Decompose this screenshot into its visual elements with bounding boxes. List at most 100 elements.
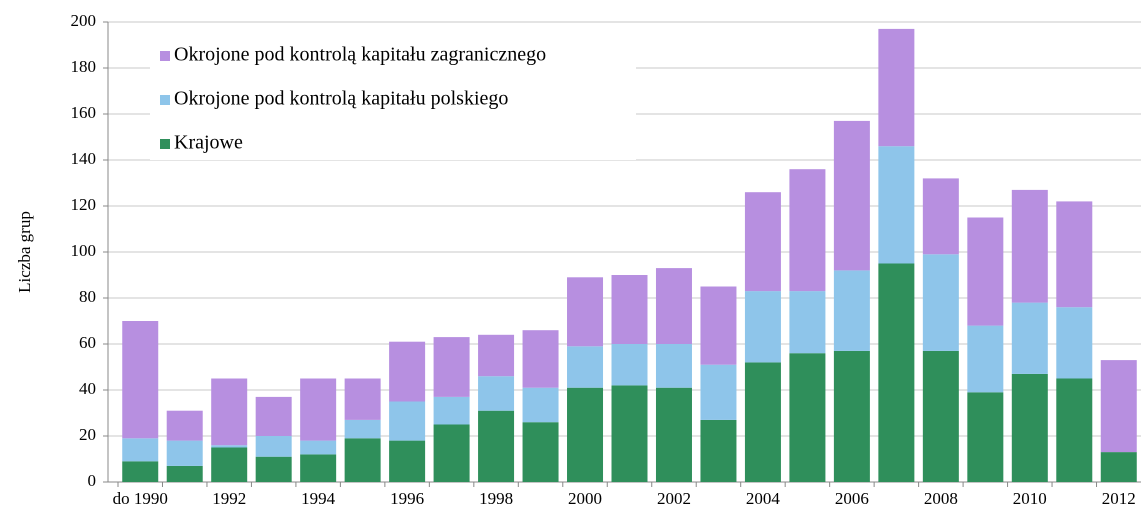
legend-label: Krajowe xyxy=(174,132,243,154)
y-tick-label: 200 xyxy=(71,11,97,30)
legend-box xyxy=(150,32,636,160)
x-tick-label: 2008 xyxy=(924,489,958,508)
bar-segment xyxy=(478,410,515,482)
bar-segment xyxy=(433,337,470,397)
x-tick-label: 1998 xyxy=(479,489,513,508)
bar-segment xyxy=(1011,373,1048,482)
bar-segment xyxy=(1056,307,1093,379)
x-tick-label: 2004 xyxy=(746,489,781,508)
bar-segment xyxy=(567,387,604,482)
x-tick-label: 1996 xyxy=(390,489,424,508)
y-tick-label: 180 xyxy=(71,57,97,76)
bar-segment xyxy=(789,169,826,292)
bar-segment xyxy=(389,440,426,482)
bar-segment xyxy=(567,346,604,388)
bar-segment xyxy=(1056,201,1093,308)
bar-segment xyxy=(122,438,159,462)
bar-segment xyxy=(211,445,248,448)
bar-segment xyxy=(878,146,915,264)
bar-segment xyxy=(922,254,959,351)
bar-segment xyxy=(478,334,515,377)
x-tick-label: 2000 xyxy=(568,489,602,508)
bar-segment xyxy=(744,192,781,292)
bar-segment xyxy=(700,286,737,365)
bar-segment xyxy=(166,410,203,441)
bar-segment xyxy=(1056,378,1093,482)
bar-segment xyxy=(522,387,559,423)
y-tick-label: 40 xyxy=(79,379,96,398)
bar-segment xyxy=(300,454,337,482)
bar-segment xyxy=(344,438,381,482)
bar-segment xyxy=(967,217,1004,326)
x-tick-label: 2002 xyxy=(657,489,691,508)
bar-segment xyxy=(967,392,1004,482)
y-tick-label: 120 xyxy=(71,195,97,214)
x-tick-label: do 1990 xyxy=(113,489,168,508)
bar-segment xyxy=(655,344,692,388)
x-tick-label: 2010 xyxy=(1013,489,1047,508)
bar-segment xyxy=(878,28,915,147)
bar-segment xyxy=(478,376,515,411)
bar-segment xyxy=(878,263,915,482)
y-tick-label: 100 xyxy=(71,241,97,260)
bar-segment xyxy=(922,178,959,255)
legend-swatch xyxy=(160,51,170,61)
bar-segment xyxy=(967,325,1004,393)
bar-segment xyxy=(700,364,737,420)
bar-segment xyxy=(166,440,203,466)
bar-segment xyxy=(122,321,159,439)
bar-segment xyxy=(1100,452,1137,482)
bar-segment xyxy=(611,275,648,344)
bar-segment xyxy=(611,385,648,482)
bar-segment xyxy=(744,291,781,363)
bar-segment xyxy=(122,461,159,482)
bar-segment xyxy=(1011,302,1048,374)
bar-segment xyxy=(744,362,781,482)
bar-segment xyxy=(655,387,692,482)
x-tick-label: 1994 xyxy=(301,489,336,508)
bar-segment xyxy=(1100,360,1137,453)
bar-segment xyxy=(833,350,870,482)
legend-swatch xyxy=(160,95,170,105)
bar-segment xyxy=(433,424,470,482)
bar-segment xyxy=(700,419,737,482)
y-tick-label: 0 xyxy=(88,471,97,490)
bar-segment xyxy=(922,350,959,482)
bar-segment xyxy=(655,268,692,344)
bar-segment xyxy=(833,120,870,271)
bar-segment xyxy=(389,341,426,402)
bar-segment xyxy=(567,277,604,347)
bar-segment xyxy=(211,378,248,446)
bar-segment xyxy=(789,353,826,482)
y-tick-label: 20 xyxy=(79,425,96,444)
bar-segment xyxy=(255,436,292,457)
y-axis-label: Liczba grup xyxy=(15,211,34,293)
legend-swatch xyxy=(160,139,170,149)
legend-label: Okrojone pod kontrolą kapitału zagranicz… xyxy=(174,44,546,66)
bar-segment xyxy=(789,291,826,354)
bar-segment xyxy=(522,330,559,388)
bar-segment xyxy=(255,396,292,436)
bar-segment xyxy=(344,378,381,420)
x-tick-label: 2012 xyxy=(1102,489,1136,508)
x-tick-label: 1992 xyxy=(212,489,246,508)
bar-segment xyxy=(300,440,337,455)
bar-segment xyxy=(211,447,248,482)
bar-segment xyxy=(833,270,870,351)
x-tick-label: 2006 xyxy=(835,489,869,508)
bar-segment xyxy=(389,401,426,441)
legend-label: Okrojone pod kontrolą kapitału polskiego xyxy=(174,88,508,110)
y-tick-label: 140 xyxy=(71,149,97,168)
bar-segment xyxy=(611,344,648,386)
bar-segment xyxy=(522,422,559,482)
bar-segment xyxy=(255,456,292,482)
bar-segment xyxy=(166,465,203,482)
y-tick-label: 80 xyxy=(79,287,96,306)
y-tick-label: 60 xyxy=(79,333,96,352)
bar-segment xyxy=(1011,189,1048,303)
bar-segment xyxy=(344,419,381,439)
bar-segment xyxy=(433,396,470,425)
bar-segment xyxy=(300,378,337,441)
y-tick-label: 160 xyxy=(71,103,97,122)
